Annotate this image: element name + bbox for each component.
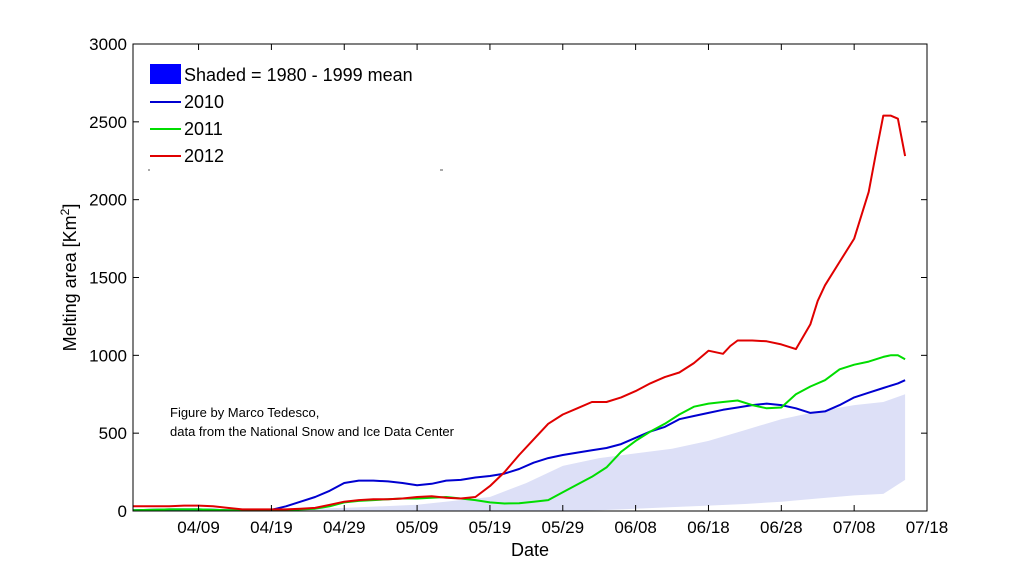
legend-label-2012: 2012 xyxy=(184,146,224,166)
x-axis-ticks: 04/09 04/19 04/29 05/09 05/19 05/29 06/08 06/18… xyxy=(177,44,948,537)
x-tick-label: 06/28 xyxy=(760,518,803,537)
x-tick-label: 04/29 xyxy=(323,518,366,537)
series-line-2010 xyxy=(132,379,906,512)
y-axis-label-bracket: ] xyxy=(60,204,80,209)
mean-band-area xyxy=(133,394,906,511)
mean-band-layer xyxy=(133,394,906,511)
x-tick-label: 06/08 xyxy=(614,518,657,537)
x-tick-label: 05/09 xyxy=(396,518,439,537)
legend-label-mean-band: Shaded = 1980 - 1999 mean xyxy=(184,65,413,85)
y-tick-label: 2500 xyxy=(89,113,127,132)
y-tick-label: 1000 xyxy=(89,346,127,365)
legend-label-2011: 2011 xyxy=(184,119,223,139)
y-tick-label: 2000 xyxy=(89,191,127,210)
x-tick-label: 07/18 xyxy=(906,518,949,537)
x-tick-label: 05/19 xyxy=(469,518,512,537)
y-tick-label: 500 xyxy=(99,424,127,443)
x-tick-label: 04/19 xyxy=(250,518,293,537)
x-tick-label: 05/29 xyxy=(542,518,585,537)
x-tick-label: 07/08 xyxy=(833,518,876,537)
y-tick-label: 0 xyxy=(118,502,127,521)
y-tick-label: 3000 xyxy=(89,35,127,54)
x-tick-label: 06/18 xyxy=(687,518,730,537)
x-tick-label: 04/09 xyxy=(177,518,220,537)
series-line-2011 xyxy=(132,354,906,512)
legend: Shaded = 1980 - 1999 mean 2010 2011 2012 xyxy=(148,64,443,171)
x-axis-label: Date xyxy=(511,540,549,560)
y-axis-label-main: Melting area [Km xyxy=(60,215,80,351)
y-axis-label-superscript: 2 xyxy=(58,208,72,215)
legend-swatch-mean-band xyxy=(150,64,181,84)
annotation-credit-line: Figure by Marco Tedesco, xyxy=(170,405,319,420)
y-axis-ticks: 0 500 1000 1500 2000 2500 3000 xyxy=(89,35,927,521)
annotation-source-line: data from the National Snow and Ice Data… xyxy=(170,424,455,439)
series-layer xyxy=(132,114,907,512)
legend-label-2010: 2010 xyxy=(184,92,224,112)
y-tick-label: 1500 xyxy=(89,269,127,288)
series-line-2012 xyxy=(133,114,907,511)
y-axis-label: Melting area [Km2] xyxy=(58,204,80,352)
